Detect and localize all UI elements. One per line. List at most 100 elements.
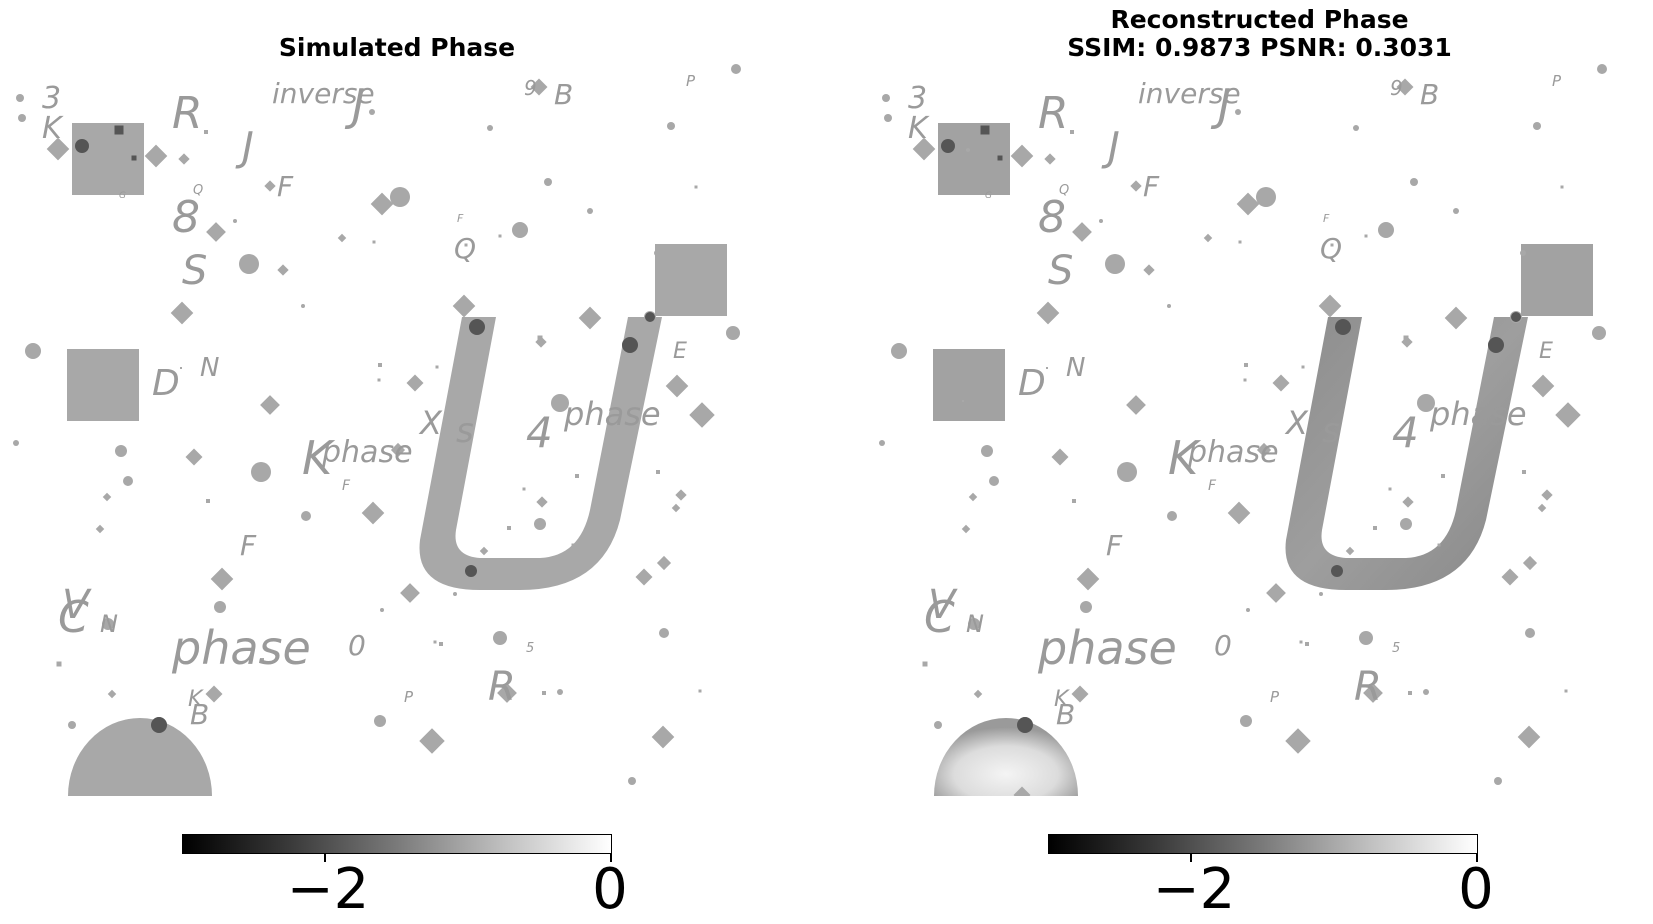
- small-square-shape: [962, 400, 964, 402]
- scene-text-label: N: [200, 353, 219, 383]
- square-shape: [933, 349, 1005, 421]
- small-square-shape: [1244, 363, 1248, 367]
- small-square-shape: [507, 526, 511, 530]
- scene-text-label: F: [457, 212, 464, 225]
- colorbar-tick: [1190, 854, 1192, 862]
- small-square-shape: [1560, 185, 1564, 189]
- diamond-shape: [210, 567, 234, 591]
- colorbar-tick: [1476, 854, 1478, 862]
- dot-shape: [390, 187, 410, 207]
- small-square-shape: [656, 470, 660, 474]
- small-square-shape: [206, 499, 210, 503]
- colorbar-tick-label: 0: [592, 857, 628, 922]
- scene-text-label: inverse: [272, 77, 375, 110]
- diamond-shape: [264, 180, 276, 192]
- diamond-shape: [185, 448, 203, 466]
- diamond-shape: [337, 233, 347, 243]
- scene-text-label: K: [908, 111, 930, 146]
- diamond-shape: [1541, 489, 1553, 501]
- scene-text-label: S: [182, 248, 207, 294]
- small-square-shape: [1238, 240, 1242, 244]
- scene-text-label: 5: [526, 641, 534, 656]
- small-square-shape: [1126, 658, 1130, 662]
- scene-text-label: F: [1106, 529, 1123, 562]
- dot-shape: [1167, 511, 1177, 521]
- dark-dot-shape: [1511, 312, 1521, 322]
- dot-shape: [1417, 394, 1435, 412]
- scene-text-label: C: [924, 592, 955, 643]
- diamond-shape: [1036, 301, 1060, 325]
- diamond-shape: [1272, 374, 1290, 392]
- dot-shape: [1400, 518, 1412, 530]
- dot-shape: [1597, 64, 1607, 74]
- scene-text-label: N: [100, 610, 118, 638]
- scene-text-label: K: [302, 431, 336, 485]
- scene-text-label: inverse: [1138, 77, 1241, 110]
- small-square-shape: [1373, 526, 1377, 530]
- scene-text-label: J: [235, 124, 254, 170]
- scene-text-label: F: [1143, 170, 1160, 203]
- dark-dot-shape: [645, 312, 655, 322]
- diamond-shape: [260, 395, 280, 415]
- dot-shape: [233, 219, 237, 223]
- scene-text-label: phase: [321, 435, 413, 470]
- scene-text-label: 9: [1390, 76, 1403, 100]
- diamond-shape: [675, 489, 687, 501]
- scene-text-label: B: [190, 698, 209, 731]
- diamond-shape: [536, 496, 548, 508]
- scene-text-label: K: [1054, 687, 1070, 712]
- small-square-shape: [464, 243, 468, 247]
- scene-text-label: X: [1284, 404, 1309, 442]
- dot-shape: [1378, 222, 1394, 238]
- panel-title: Simulated Phase: [20, 34, 774, 62]
- scene-text-label: 9: [524, 76, 537, 100]
- title-line: Reconstructed Phase: [1110, 5, 1409, 34]
- diamond-shape: [419, 728, 445, 754]
- diamond-shape: [479, 546, 489, 556]
- small-square-shape: [694, 185, 698, 189]
- dot-shape: [1319, 592, 1323, 596]
- small-square-shape: [1388, 487, 1392, 491]
- diamond-shape: [452, 294, 476, 318]
- diamond-shape: [1555, 402, 1581, 428]
- diamond-shape: [1318, 294, 1342, 318]
- dot-shape: [1246, 608, 1250, 612]
- small-square-shape: [1299, 640, 1303, 644]
- scene-text-label: Q: [1059, 183, 1069, 198]
- scene-text-label: R: [1354, 664, 1382, 710]
- scene-text-label: 0: [348, 629, 366, 662]
- colorbar-tick: [610, 854, 612, 862]
- dot-shape: [68, 721, 76, 729]
- diamond-shape: [1256, 442, 1272, 458]
- dot-shape: [374, 715, 386, 727]
- small-square-shape: [498, 234, 502, 238]
- title-subline: SSIM: 0.9873 PSNR: 0.3031: [1067, 33, 1452, 62]
- dot-shape: [551, 394, 569, 412]
- scene-text-label: 8: [172, 192, 200, 243]
- diamond-shape: [1402, 496, 1414, 508]
- diamond-shape: [1130, 180, 1142, 192]
- diamond-shape: [390, 442, 406, 458]
- dark-dot-shape: [622, 337, 638, 353]
- dot-shape: [380, 608, 384, 612]
- scene-text-label: Q: [1320, 232, 1342, 265]
- dot-shape: [123, 476, 133, 486]
- dot-shape: [544, 178, 552, 186]
- diamond-shape: [1501, 568, 1519, 586]
- dot-shape: [726, 326, 740, 340]
- scene-text-label: phase: [1187, 435, 1279, 470]
- dark-dot-shape: [1335, 319, 1351, 335]
- diamond-shape: [1531, 374, 1555, 398]
- diamond-shape: [651, 725, 675, 749]
- scene-text-label: 0: [1214, 629, 1232, 662]
- dot-shape: [115, 445, 127, 457]
- dot-shape: [1105, 254, 1125, 274]
- scene-text-label: 4: [526, 408, 553, 457]
- scene-text-label: F: [1323, 212, 1330, 225]
- dot-shape: [214, 601, 226, 613]
- dot-shape: [512, 222, 528, 238]
- small-square-shape: [1305, 642, 1309, 646]
- diamond-shape: [1010, 144, 1034, 168]
